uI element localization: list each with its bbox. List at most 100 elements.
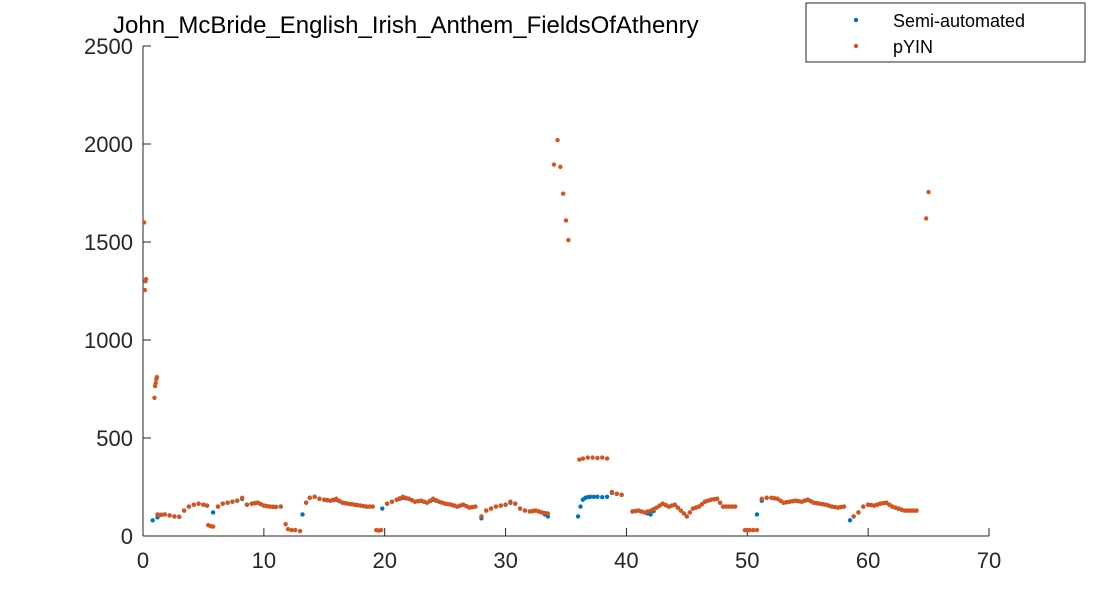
series-pyin: [142, 137, 931, 534]
data-point: [841, 504, 847, 509]
data-point: [479, 514, 484, 519]
data-point: [244, 502, 250, 507]
data-point: [473, 504, 478, 509]
data-point: [389, 499, 395, 504]
data-point: [307, 495, 312, 500]
data-point: [378, 527, 384, 533]
data-point: [300, 512, 305, 517]
data-point: [225, 500, 230, 505]
data-point: [293, 527, 298, 533]
legend-label-pyin: pYIN: [893, 37, 933, 57]
data-point: [672, 502, 677, 507]
data-point: [759, 496, 764, 501]
series-layer: [142, 137, 931, 534]
data-point: [591, 494, 596, 499]
data-point: [619, 492, 624, 498]
data-point: [191, 502, 196, 507]
data-point: [578, 504, 583, 509]
data-point: [235, 498, 240, 503]
x-tick-label: 50: [735, 548, 759, 573]
data-point: [600, 494, 605, 500]
data-point: [729, 504, 735, 509]
legend-label-semi-automated: Semi-automated: [893, 11, 1025, 31]
data-point: [764, 495, 769, 500]
data-point: [283, 522, 288, 527]
data-point: [714, 496, 720, 501]
legend-box: [805, 2, 1086, 63]
data-point: [604, 456, 610, 461]
data-point: [186, 504, 192, 509]
y-tick-label: 2000: [84, 132, 133, 157]
data-point: [696, 504, 702, 509]
data-point: [585, 455, 590, 460]
data-point: [142, 220, 147, 225]
x-tick-label: 70: [977, 548, 1001, 573]
data-point: [558, 164, 563, 170]
data-point: [648, 512, 653, 517]
data-point: [484, 508, 489, 513]
x-tick-label: 10: [252, 548, 276, 573]
data-point: [720, 504, 726, 509]
x-tick-label: 0: [137, 548, 149, 573]
data-point: [751, 527, 756, 533]
data-point: [754, 512, 760, 517]
data-point: [566, 237, 571, 243]
data-point: [220, 501, 225, 506]
data-point: [278, 504, 283, 509]
data-point: [513, 501, 518, 506]
data-point: [508, 499, 513, 504]
data-point: [273, 504, 279, 510]
data-point: [181, 508, 187, 513]
data-point: [926, 189, 931, 195]
data-point: [210, 510, 216, 515]
data-point: [675, 505, 680, 510]
data-point: [905, 508, 910, 513]
data-point: [384, 501, 390, 506]
data-point: [153, 380, 158, 386]
data-point: [754, 527, 760, 533]
data-point: [230, 499, 235, 504]
legend: Semi-automated pYIN: [805, 2, 1086, 63]
data-point: [923, 216, 929, 221]
data-point: [580, 456, 586, 461]
data-point: [560, 191, 566, 196]
data-point: [681, 511, 687, 516]
data-point: [851, 514, 856, 519]
data-point: [726, 504, 732, 509]
data-point: [575, 514, 581, 519]
data-point: [210, 524, 216, 529]
data-point: [723, 504, 729, 509]
data-point: [911, 508, 916, 513]
data-point: [595, 494, 600, 499]
data-point: [861, 504, 866, 509]
chart-title: John_McBride_English_Irish_Anthem_Fields…: [113, 12, 699, 39]
data-point: [563, 218, 569, 223]
data-point: [914, 508, 919, 513]
legend-marker-semi-automated: [853, 17, 859, 23]
data-point: [600, 455, 605, 460]
data-point: [604, 494, 610, 499]
data-point: [522, 508, 528, 513]
data-point: [614, 491, 619, 497]
axes: 0 10 20 30 40 50 60 70 0 500 1000 1500 2000 2500: [84, 34, 1001, 573]
x-tick-label: 60: [856, 548, 880, 573]
data-point: [577, 457, 582, 462]
data-point: [154, 375, 160, 380]
data-point: [555, 137, 560, 143]
data-point: [177, 514, 182, 519]
data-point: [239, 495, 245, 500]
data-point: [317, 496, 322, 501]
y-tick-label: 1500: [84, 230, 133, 255]
data-point: [488, 506, 494, 511]
data-point: [142, 287, 148, 293]
data-point: [517, 506, 523, 511]
data-point: [204, 503, 210, 508]
data-point: [150, 518, 155, 523]
y-tick-label: 0: [121, 524, 133, 549]
data-point: [196, 501, 201, 506]
data-point: [678, 508, 684, 513]
data-point: [684, 514, 690, 519]
data-point: [167, 513, 172, 518]
data-point: [551, 162, 557, 167]
